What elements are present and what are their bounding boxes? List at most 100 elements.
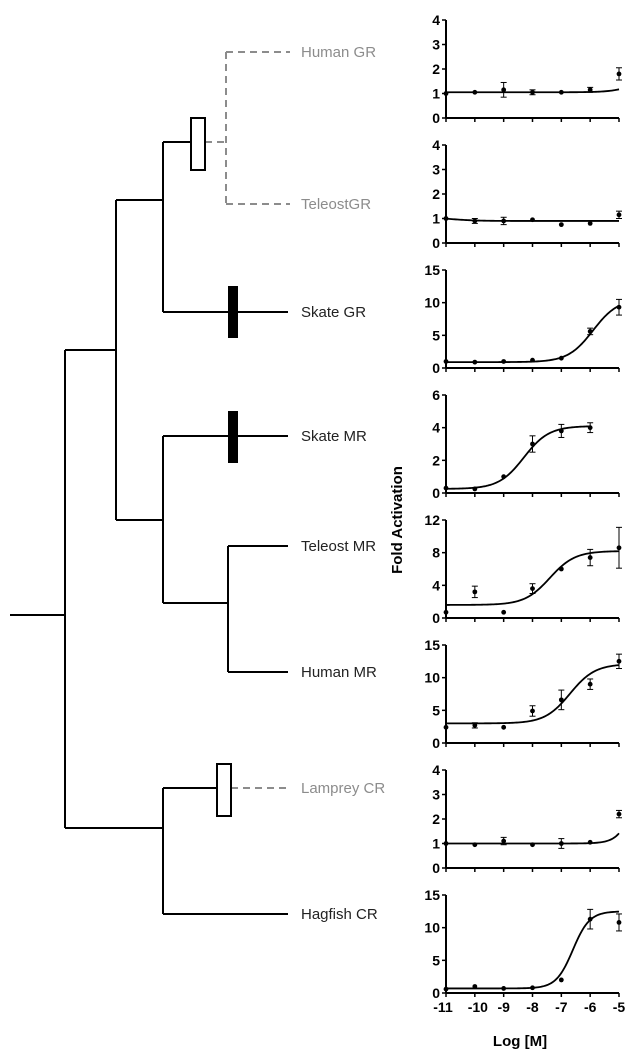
- y-tick-label: 0: [432, 860, 440, 876]
- x-tick-label: -9: [497, 999, 510, 1015]
- y-tick-label: 0: [432, 360, 440, 376]
- y-tick-label: 5: [432, 327, 440, 343]
- panel-teleostgr: 0 1 2 3 4: [432, 137, 622, 251]
- taxon-label-skate-gr: Skate GR: [301, 304, 366, 321]
- data-point: [501, 609, 507, 615]
- taxon-label-hagfish-cr: Hagfish CR: [301, 906, 378, 923]
- data-point: [616, 658, 622, 664]
- x-tick-labels: -11 -10 -9 -8 -7 -6 -5: [433, 999, 625, 1015]
- y-tick-label: 2: [432, 452, 440, 468]
- y-tick-label: 4: [432, 762, 440, 778]
- y-tick-label: 15: [424, 887, 440, 903]
- taxon-label-teleost-gr: TeleostGR: [301, 196, 371, 213]
- y-tick-label: 4: [432, 137, 440, 153]
- data-point: [616, 811, 622, 817]
- skate-mr-filled-marker: [228, 411, 238, 463]
- fit-curve: [446, 305, 620, 364]
- data-point: [616, 304, 622, 310]
- taxon-labels: Human GR TeleostGR Skate GR Skate MR Tel…: [301, 44, 385, 923]
- data-point: [558, 977, 564, 983]
- y-tick-label: 15: [424, 262, 440, 278]
- data-point: [472, 589, 478, 595]
- taxon-label-skate-mr: Skate MR: [301, 428, 367, 445]
- x-tick-label: -10: [468, 999, 488, 1015]
- y-tick-label: 4: [432, 12, 440, 28]
- tree-dashed-branches: [205, 51, 290, 789]
- y-tick-label: 3: [432, 162, 440, 178]
- data-point: [443, 216, 449, 221]
- data-point: [616, 920, 622, 925]
- y-tick-label: 8: [432, 545, 440, 561]
- data-point: [472, 842, 478, 848]
- y-tick-label: 6: [432, 387, 440, 403]
- panel-skate-gr: 0 5 10 15: [424, 262, 622, 376]
- y-tick-label: 0: [432, 110, 440, 126]
- data-point: [558, 697, 564, 703]
- data-point: [558, 841, 564, 846]
- y-tick-label: 3: [432, 787, 440, 803]
- dose-response-panels: 0123401234051015024604812051015012340510…: [424, 12, 625, 1015]
- y-tick-label: 3: [432, 37, 440, 53]
- y-tick-label: 10: [424, 920, 440, 936]
- panel-teleost-mr: 0 4 8 12: [424, 512, 622, 626]
- data-point: [587, 329, 593, 334]
- data-point: [530, 985, 535, 991]
- gr-ancestor-open-marker: [190, 117, 206, 171]
- x-tick-label: -7: [555, 999, 568, 1015]
- data-point: [530, 842, 535, 848]
- y-tick-label: 5: [432, 702, 440, 718]
- data-point: [587, 839, 593, 845]
- branch-markers: [190, 117, 238, 817]
- data-point: [443, 609, 449, 615]
- y-tick-label: 2: [432, 811, 440, 827]
- x-tick-label: -5: [613, 999, 626, 1015]
- y-tick-label: 2: [432, 186, 440, 202]
- y-tick-label: 1: [432, 86, 440, 102]
- data-point: [443, 841, 449, 846]
- panel-human-gr: 0 1 2 3 4: [432, 12, 622, 126]
- data-point: [530, 89, 535, 95]
- y-tick-label: 4: [432, 420, 440, 436]
- data-point: [558, 428, 564, 434]
- data-point: [587, 681, 593, 687]
- skate-gr-filled-marker: [228, 286, 238, 338]
- data-point: [501, 474, 507, 480]
- data-point: [530, 586, 535, 591]
- data-point: [443, 485, 449, 491]
- data-point: [472, 722, 478, 728]
- y-tick-label: 1: [432, 211, 440, 227]
- data-point: [587, 425, 593, 431]
- y-tick-label: 1: [432, 836, 440, 852]
- data-point: [472, 359, 478, 365]
- data-point: [443, 986, 449, 992]
- data-point: [587, 555, 593, 560]
- y-tick-label: 0: [432, 735, 440, 751]
- tree-solid-branches: [10, 141, 288, 915]
- data-point: [443, 359, 449, 364]
- panel-skate-mr: 0 2 4 6: [432, 387, 620, 501]
- data-point: [558, 89, 564, 95]
- data-point: [558, 222, 564, 228]
- x-tick-label: -11: [433, 999, 453, 1015]
- data-point: [558, 566, 564, 572]
- data-point: [501, 87, 507, 93]
- y-tick-label: 0: [432, 610, 440, 626]
- data-point: [587, 916, 593, 922]
- y-axis-title: Fold Activation: [389, 466, 406, 574]
- taxon-label-teleost-mr: Teleost MR: [301, 538, 376, 555]
- taxon-label-lamprey-cr: Lamprey CR: [301, 780, 385, 797]
- y-tick-label: 5: [432, 952, 440, 968]
- y-tick-label: 15: [424, 637, 440, 653]
- x-tick-label: -8: [526, 999, 539, 1015]
- data-point: [530, 217, 535, 223]
- phylogenetic-tree: Human GR TeleostGR Skate GR Skate MR Tel…: [10, 44, 385, 923]
- y-tick-label: 2: [432, 61, 440, 77]
- panel-lamprey-cr: 0 1 2 3 4: [432, 762, 622, 876]
- y-tick-label: 10: [424, 670, 440, 686]
- data-point: [472, 218, 478, 224]
- data-point: [501, 724, 507, 730]
- data-point: [530, 357, 535, 363]
- data-point: [501, 359, 507, 364]
- data-point: [501, 986, 507, 991]
